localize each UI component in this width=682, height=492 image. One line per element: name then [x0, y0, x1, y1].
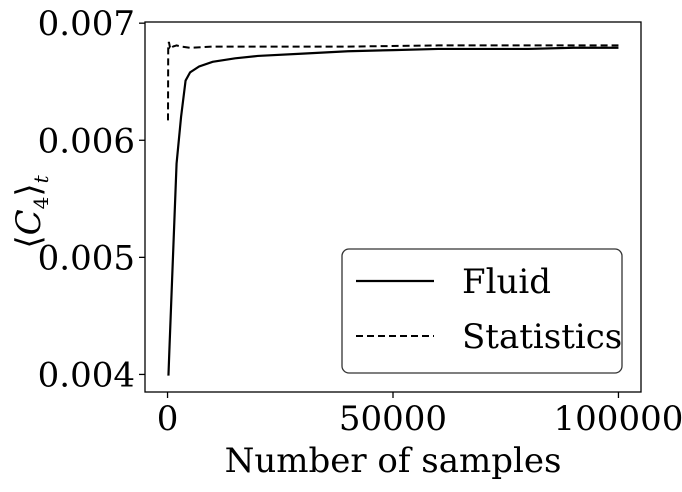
- legend-fluid-label: Fluid: [462, 262, 551, 302]
- y-tick-label: 0.005: [38, 238, 135, 278]
- y-label-main: C: [9, 209, 49, 235]
- y-tick-label: 0.006: [38, 121, 135, 161]
- legend-statistics-label: Statistics: [462, 317, 622, 357]
- y-tick-label: 0.004: [38, 355, 135, 395]
- x-tick-label: 0: [157, 399, 179, 439]
- series-line-statistics: [167, 41, 619, 121]
- x-tick-label: 50000: [339, 399, 447, 439]
- y-label-sub: 4: [29, 197, 53, 210]
- y-label-outer: t: [29, 174, 53, 183]
- y-axis-label: ⟨C4⟩t: [9, 174, 53, 248]
- ticks: 0 50000 100000 0.004 0.005 0.006 0.007: [38, 4, 682, 439]
- y-tick-label: 0.007: [38, 4, 135, 44]
- plot-lines: [167, 41, 619, 376]
- x-tick-label: 100000: [554, 399, 682, 439]
- x-axis-label: Number of samples: [225, 441, 562, 481]
- svg-text:⟨C4⟩t: ⟨C4⟩t: [9, 174, 53, 248]
- legend: Fluid Statistics: [341, 248, 623, 374]
- series-line-fluid: [167, 46, 619, 376]
